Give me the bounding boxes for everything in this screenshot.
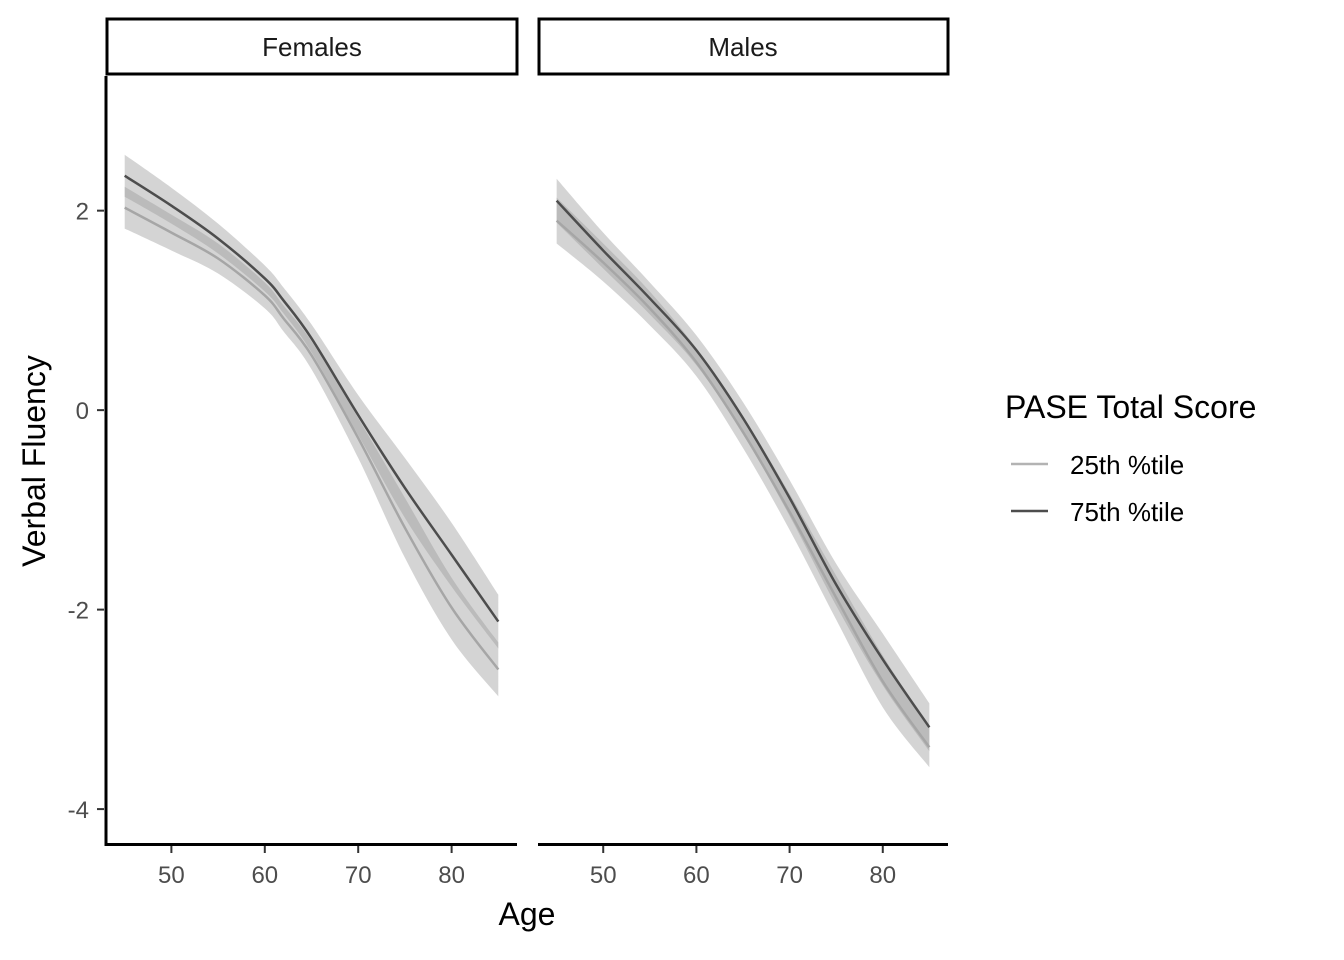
panel-males: Males 50 60 70 80 [537, 17, 950, 889]
line-females-75th [124, 174, 500, 623]
x-ticks-males: 50 60 70 80 [590, 846, 896, 889]
ribbon-females-75th [124, 154, 499, 649]
x-tick-label-females-50: 50 [158, 862, 185, 889]
facet-label-males: Males [708, 32, 777, 62]
facet-label-females: Females [262, 32, 362, 62]
line-males-75th [555, 199, 931, 729]
x-tick-label-females-80: 80 [438, 862, 465, 889]
legend: PASE Total Score 25th %tile 75th %tile [1005, 389, 1256, 527]
x-tick-label-males-60: 60 [683, 862, 710, 889]
x-tick-label-males-50: 50 [590, 862, 617, 889]
y-tick-label-0: 0 [76, 398, 89, 425]
legend-title: PASE Total Score [1005, 389, 1256, 425]
x-tick-label-males-80: 80 [869, 862, 896, 889]
ribbon-males-25th [556, 197, 930, 768]
facet-strip-females [105, 17, 519, 76]
y-tick-label--2: -2 [68, 598, 89, 625]
line-males-25th [555, 219, 931, 748]
legend-label-75th: 75th %tile [1070, 497, 1184, 527]
y-axis-title: Verbal Fluency [16, 355, 52, 567]
x-tick-label-females-60: 60 [251, 862, 278, 889]
line-females-25th [124, 206, 500, 671]
y-tick-label-2: 2 [76, 199, 89, 226]
plot-area-males [555, 178, 931, 768]
panel-females: Females 50 60 70 80 [104, 17, 519, 889]
plot-area-females [124, 154, 500, 697]
x-tick-label-females-70: 70 [345, 862, 372, 889]
x-axis-title: Age [499, 896, 556, 932]
x-tick-label-males-70: 70 [776, 862, 803, 889]
x-ticks-females: 50 60 70 80 [158, 846, 465, 889]
facet-strip-males [537, 17, 950, 76]
y-tick-label--4: -4 [68, 797, 89, 824]
legend-label-25th: 25th %tile [1070, 450, 1184, 480]
ribbon-females-25th [124, 186, 499, 697]
y-ticks: -4 -2 0 2 [68, 199, 104, 824]
